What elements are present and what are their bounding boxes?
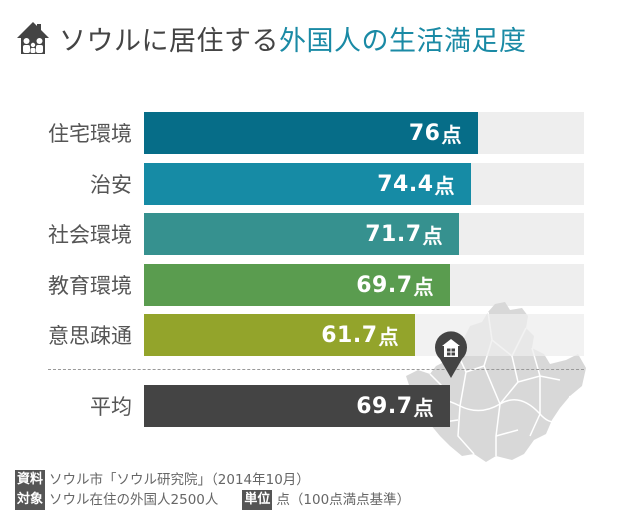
average-label: 平均 [90, 395, 132, 419]
unit-text: 点（100点満点基準） [276, 492, 411, 508]
bar-value: 69.7 [356, 393, 413, 419]
bar-value: 61.7 [321, 322, 378, 348]
house-family-icon [17, 22, 49, 54]
title-part-1: ソウルに居住する [59, 25, 279, 57]
bar-track: 74.4 点 [144, 163, 584, 205]
row-label: 住宅環境 [48, 122, 132, 146]
subject-note: 対象 ソウル在住の外国人2500人 単位 点（100点満点基準） [15, 490, 410, 510]
bar-track: 76 点 [144, 112, 584, 154]
subject-text: ソウル在住の外国人2500人 [49, 492, 219, 508]
row-label: 教育環境 [48, 274, 132, 298]
bar-social: 71.7 点 [144, 213, 459, 255]
bar-value: 76 [408, 120, 441, 146]
bar-unit: 点 [441, 122, 462, 147]
unit-tag: 単位 [242, 490, 273, 510]
bar-education: 69.7 点 [144, 264, 450, 306]
row-label: 治安 [90, 173, 132, 197]
source-note: 資料 ソウル市「ソウル研究院」（2014年10月） [15, 470, 410, 490]
subject-tag: 対象 [15, 490, 46, 510]
bar-safety: 74.4 点 [144, 163, 471, 205]
row-label: 社会環境 [48, 223, 132, 247]
divider-dashed [48, 369, 584, 370]
bar-value: 71.7 [365, 221, 422, 247]
bar-unit: 点 [378, 324, 399, 349]
bar-value: 74.4 [377, 171, 434, 197]
bar-track: 71.7 点 [144, 213, 584, 255]
source-text: ソウル市「ソウル研究院」（2014年10月） [49, 472, 310, 488]
chart-title: ソウルに居住する 外国人の生活満足度 [15, 18, 527, 58]
bar-track: 69.7 点 [144, 264, 584, 306]
bar-average: 69.7 点 [144, 385, 450, 427]
bar-unit: 点 [413, 395, 434, 420]
source-tag: 資料 [15, 470, 46, 490]
bar-unit: 点 [413, 274, 434, 299]
bar-housing: 76 点 [144, 112, 478, 154]
footer-notes: 資料 ソウル市「ソウル研究院」（2014年10月） 対象 ソウル在住の外国人25… [15, 470, 410, 510]
bar-track: 61.7 点 [144, 314, 584, 356]
bar-value: 69.7 [356, 272, 413, 298]
bar-unit: 点 [422, 223, 443, 248]
bar-unit: 点 [434, 173, 455, 198]
row-label: 意思疎通 [48, 324, 132, 348]
location-pin-house-icon [435, 331, 467, 378]
title-part-2: 外国人の生活満足度 [279, 25, 527, 57]
bar-communication: 61.7 点 [144, 314, 415, 356]
